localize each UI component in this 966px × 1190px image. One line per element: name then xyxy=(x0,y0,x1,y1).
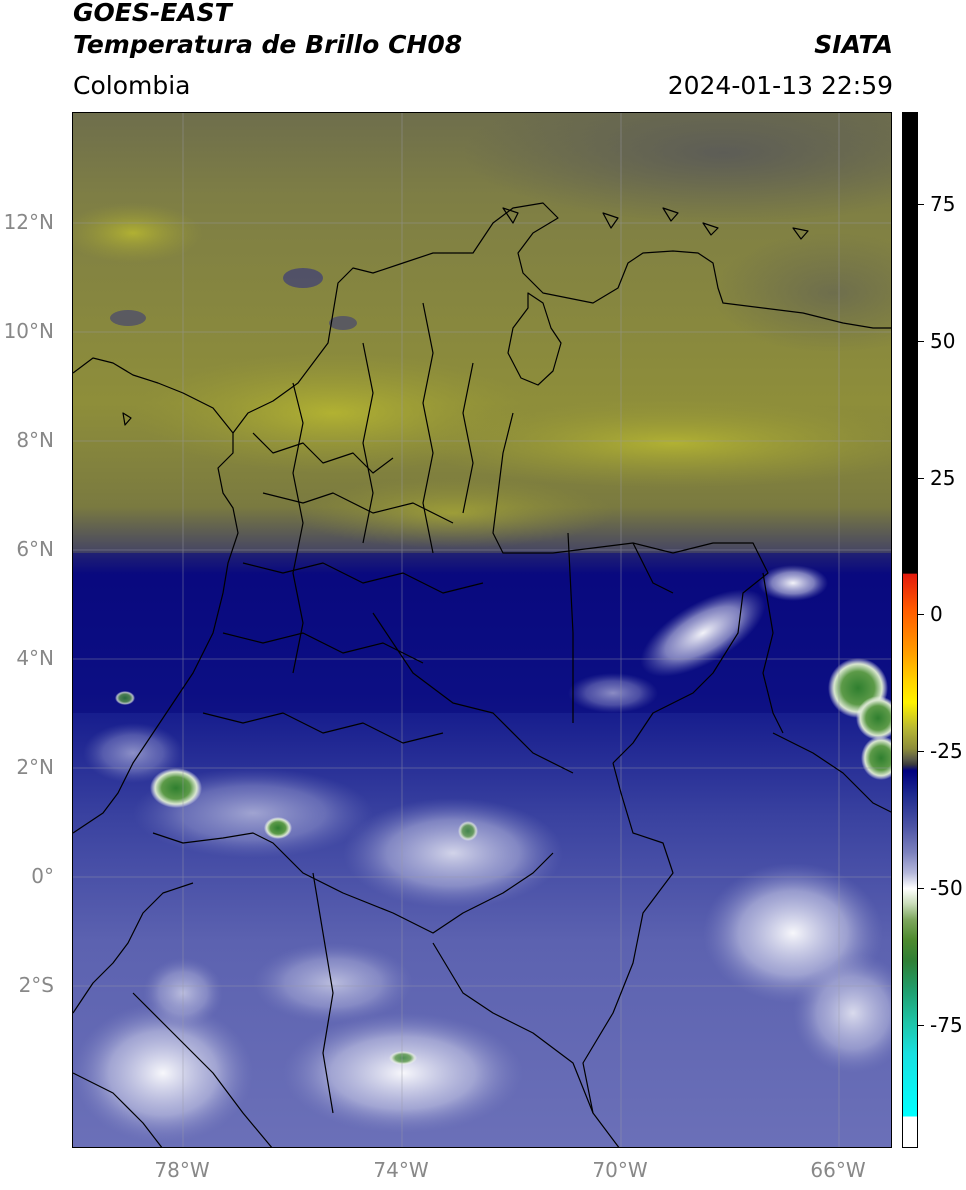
lat-label-0: 0° xyxy=(31,864,54,888)
colorbar-tick xyxy=(918,888,924,889)
lat-label-6n: 6°N xyxy=(16,537,54,561)
lat-label-10n: 10°N xyxy=(3,319,54,343)
satellite-map xyxy=(72,112,892,1148)
colorbar-label-75: 75 xyxy=(930,192,956,216)
colorbar-tick xyxy=(918,478,924,479)
colorbar-label-25: 25 xyxy=(930,466,956,490)
lon-label-78w: 78°W xyxy=(154,1158,210,1182)
colorbar-tick xyxy=(918,751,924,752)
colorbar-tick xyxy=(918,204,924,205)
colorbar-label-minus75: -75 xyxy=(930,1013,963,1037)
lat-label-4n: 4°N xyxy=(16,646,54,670)
datetime-label: 2024-01-13 22:59 xyxy=(667,71,893,100)
lat-label-2s: 2°S xyxy=(18,973,54,997)
source-label: SIATA xyxy=(814,30,893,59)
lat-label-12n: 12°N xyxy=(3,210,54,234)
colorbar-label-minus25: -25 xyxy=(930,739,963,763)
colorbar-tick xyxy=(918,614,924,615)
colorbar-label-0: 0 xyxy=(930,602,943,626)
product-title: Temperatura de Brillo CH08 xyxy=(73,30,463,59)
region-label: Colombia xyxy=(73,71,191,100)
satellite-title: GOES-EAST xyxy=(73,0,232,27)
colorbar-label-50: 50 xyxy=(930,329,956,353)
temperature-colorbar xyxy=(902,112,918,1148)
lat-label-8n: 8°N xyxy=(16,428,54,452)
colorbar-label-minus50: -50 xyxy=(930,876,963,900)
lon-label-66w: 66°W xyxy=(810,1158,866,1182)
colorbar-tick xyxy=(918,1025,924,1026)
lon-label-74w: 74°W xyxy=(373,1158,429,1182)
lat-label-2n: 2°N xyxy=(16,755,54,779)
colorbar-tick xyxy=(918,341,924,342)
lon-label-70w: 70°W xyxy=(592,1158,648,1182)
